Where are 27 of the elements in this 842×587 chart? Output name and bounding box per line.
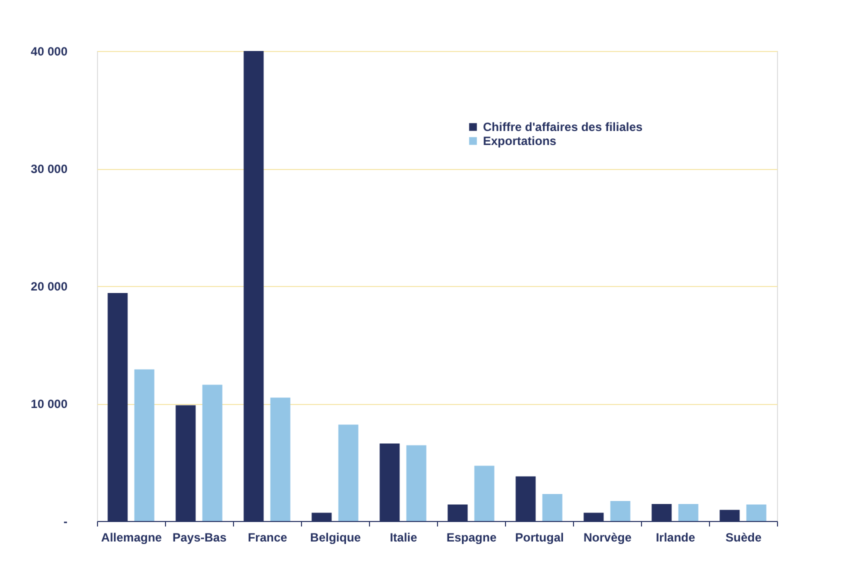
x-tick-label: France bbox=[248, 530, 288, 544]
y-tick-label: - bbox=[64, 514, 68, 528]
legend-label: Chiffre d'affaires des filiales bbox=[483, 120, 643, 134]
x-tick-label: Belgique bbox=[310, 530, 362, 544]
x-tick-label: Italie bbox=[390, 530, 418, 544]
y-tick-label: 40 000 bbox=[30, 44, 68, 58]
bar bbox=[202, 384, 222, 521]
x-tick-label: Espagne bbox=[446, 530, 497, 544]
bar bbox=[542, 494, 562, 521]
bar bbox=[678, 504, 698, 521]
y-tick-label: 30 000 bbox=[30, 162, 68, 176]
x-tick-label: Suède bbox=[725, 530, 762, 544]
x-tick-label: Irlande bbox=[656, 530, 696, 544]
y-tick-label: 10 000 bbox=[30, 397, 68, 411]
x-tick-label: Norvège bbox=[583, 530, 632, 544]
x-tick-label: Pays-Bas bbox=[172, 530, 227, 544]
bar bbox=[746, 504, 766, 521]
bar bbox=[610, 501, 630, 521]
x-tick-label: Allemagne bbox=[101, 530, 162, 544]
bar bbox=[406, 445, 426, 521]
bar bbox=[338, 424, 358, 521]
bar bbox=[474, 466, 494, 521]
legend-label: Exportations bbox=[483, 134, 557, 148]
x-tick-label: Portugal bbox=[515, 530, 564, 544]
bar bbox=[270, 398, 290, 521]
y-tick-label: 20 000 bbox=[30, 280, 68, 294]
bar bbox=[134, 369, 154, 521]
